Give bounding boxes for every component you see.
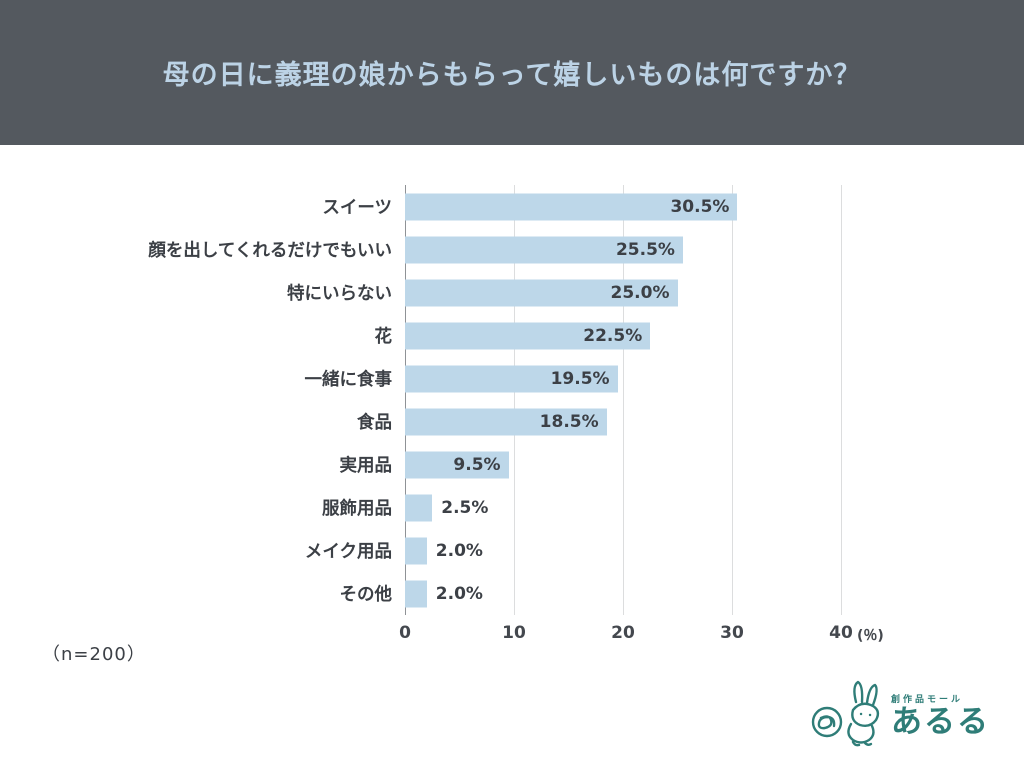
header-band: 母の日に義理の娘からもらって嬉しいものは何ですか？ (0, 0, 1024, 145)
sample-size-note: （n=200） (42, 644, 146, 665)
logo-name: あるる (891, 704, 990, 740)
bar-row: 25.0% (405, 271, 841, 314)
gridline (841, 185, 842, 615)
category-label: 服飾用品 (322, 499, 392, 519)
gridline (623, 185, 624, 615)
plot-area: 30.5% 25.5% 25.0% 22.5% 19.5% 18.5% 9.5% 2.5% 2.… (399, 185, 884, 644)
value-label: 19.5% (550, 368, 610, 389)
category-label: 特にいらない (287, 284, 392, 304)
bar-row: 2.0% (405, 529, 841, 572)
value-label: 2.0% (435, 540, 483, 561)
axis-zero-line (405, 185, 406, 615)
value-label: 22.5% (583, 325, 643, 346)
bar-row: 2.0% (405, 572, 841, 615)
bar (405, 408, 607, 435)
value-label: 30.5% (670, 196, 730, 217)
bar-row: 30.5% (405, 185, 841, 228)
category-label: 一緒に食事 (304, 370, 393, 390)
bar-chart: スイーツ顔を出してくれるだけでもいい特にいらない花一緒に食事食品実用品服飾用品メ… (0, 185, 884, 644)
bar (405, 193, 738, 220)
x-tick-label: 30 (720, 623, 744, 643)
bar-row: 18.5% (405, 400, 841, 443)
bar (405, 580, 427, 607)
gridline (732, 185, 733, 615)
x-axis: (％) 0 10 20 30 40 (399, 615, 884, 645)
bar (405, 451, 509, 478)
value-label: 25.0% (610, 282, 670, 303)
logo-tagline: 創作品モール (891, 695, 964, 705)
page-title: 母の日に義理の娘からもらって嬉しいものは何ですか？ (162, 60, 862, 91)
bar (405, 322, 651, 349)
x-tick-label: 40 (829, 623, 853, 643)
category-label: 実用品 (339, 456, 393, 476)
bar-row: 19.5% (405, 357, 841, 400)
bar (405, 494, 433, 521)
value-label: 25.5% (615, 239, 675, 260)
value-label: 9.5% (453, 454, 501, 475)
category-label: スイーツ (322, 198, 392, 218)
value-label: 2.0% (435, 583, 483, 604)
logo-text: 創作品モール あるる (891, 692, 990, 738)
category-label: その他 (339, 585, 393, 605)
category-label: 顔を出してくれるだけでもいい (148, 241, 392, 261)
x-tick-label: 10 (502, 623, 526, 643)
category-label: 花 (374, 327, 393, 347)
x-tick-label: 20 (611, 623, 635, 643)
rabbit-mascot-icon (811, 680, 880, 747)
bar (405, 236, 683, 263)
bar-row: 2.5% (405, 486, 841, 529)
bar-row: 9.5% (405, 443, 841, 486)
value-label: 18.5% (539, 411, 599, 432)
bar-row: 22.5% (405, 314, 841, 357)
x-tick-label: 0 (399, 623, 411, 643)
gridline (514, 185, 515, 615)
category-labels-column: スイーツ顔を出してくれるだけでもいい特にいらない花一緒に食事食品実用品服飾用品メ… (0, 185, 405, 615)
brand-logo: 創作品モール あるる (809, 676, 990, 754)
category-label: メイク用品 (304, 542, 392, 562)
value-label: 2.5% (441, 497, 489, 518)
bar-row: 25.5% (405, 228, 841, 271)
x-axis-unit: (％) (857, 628, 884, 644)
bar (405, 279, 678, 306)
bar (405, 537, 427, 564)
bar (405, 365, 618, 392)
category-label: 食品 (357, 413, 392, 433)
